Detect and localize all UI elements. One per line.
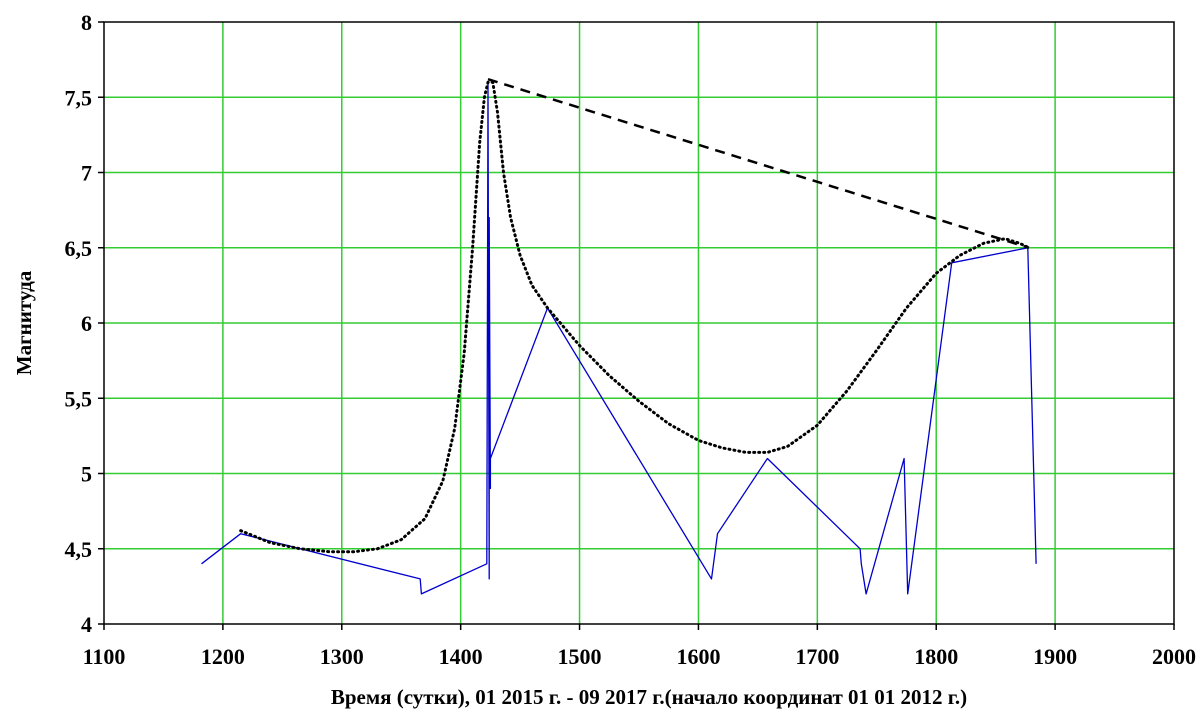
y-tick-label: 5	[81, 462, 92, 487]
y-tick-label: 5,5	[65, 386, 93, 411]
x-tick-label: 1200	[201, 644, 245, 669]
x-tick-label: 1600	[676, 644, 720, 669]
y-tick-label: 6,5	[65, 236, 93, 261]
x-tick-label: 2000	[1152, 644, 1196, 669]
x-tick-label: 1100	[83, 644, 126, 669]
y-tick-label: 4	[81, 612, 92, 637]
x-tick-label: 1300	[320, 644, 364, 669]
y-tick-label: 6	[81, 311, 92, 336]
x-axis-title: Время (сутки), 01 2015 г. - 09 2017 г.(н…	[331, 685, 967, 709]
y-axis-title: Магнитуда	[12, 270, 36, 375]
x-tick-label: 1900	[1033, 644, 1077, 669]
trend-dashed-line	[487, 78, 1030, 249]
y-tick-label: 8	[81, 10, 92, 35]
series-layer	[201, 78, 1037, 595]
y-tick-label: 4,5	[65, 537, 93, 562]
grid	[104, 22, 1174, 624]
envelope-dotted-line	[239, 80, 1031, 554]
y-tick-label: 7,5	[65, 85, 93, 110]
x-tick-label: 1400	[439, 644, 483, 669]
x-tick-label: 1500	[558, 644, 602, 669]
x-tick-label: 1800	[914, 644, 958, 669]
axes: 1100 1200 1300 1400 1500 1600 1700 1800 1900 2000…	[65, 10, 1197, 669]
observed-magnitude-line	[201, 81, 1037, 595]
y-tick-label: 7	[81, 161, 92, 186]
x-tick-label: 1700	[795, 644, 839, 669]
